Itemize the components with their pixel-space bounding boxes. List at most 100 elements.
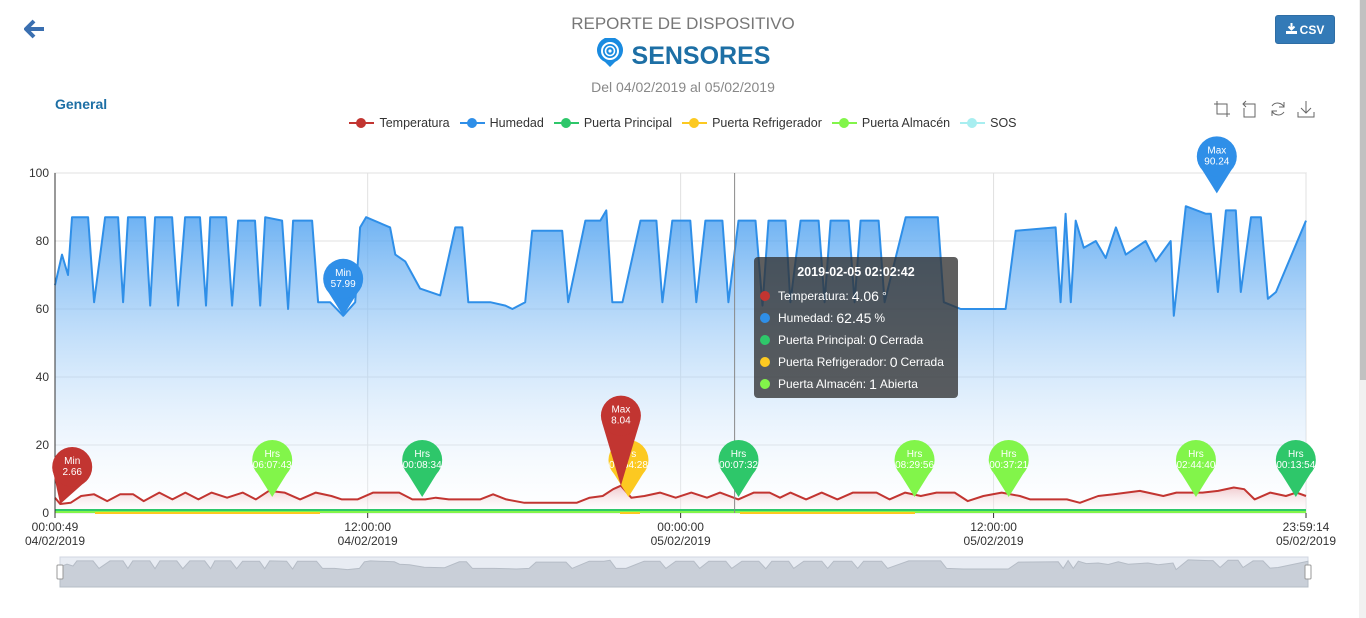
tooltip-label: Humedad: bbox=[778, 311, 834, 325]
puerta-refrigerador-band bbox=[740, 512, 915, 514]
x-tick-time: 12:00:00 bbox=[970, 520, 1017, 534]
marker-label: Min bbox=[335, 268, 351, 279]
y-tick-label: 0 bbox=[42, 506, 49, 520]
tooltip-row-puerta-principal: Puerta Principal: 0 Cerrada bbox=[760, 329, 952, 351]
marker-label: Min bbox=[64, 456, 80, 467]
marker-label: Hrs bbox=[731, 449, 747, 460]
legend-item-humedad[interactable]: Humedad bbox=[459, 116, 544, 130]
legend-item-puerta-refrigerador[interactable]: Puerta Refrigerador bbox=[682, 116, 822, 130]
pin-head bbox=[252, 440, 293, 481]
pin-head bbox=[1196, 136, 1237, 177]
legend-item-temperatura[interactable]: Temperatura bbox=[349, 116, 450, 130]
legend-item-puerta-principal[interactable]: Puerta Principal bbox=[553, 116, 672, 130]
tooltip-label: Puerta Principal: bbox=[778, 333, 867, 347]
section-title: General bbox=[55, 96, 108, 112]
slider-handle[interactable] bbox=[1304, 564, 1312, 580]
slider-preview bbox=[59, 559, 1309, 588]
legend-label: SOS bbox=[990, 116, 1017, 130]
save-image-icon[interactable] bbox=[1296, 99, 1316, 119]
marker-label: Hrs bbox=[264, 449, 280, 460]
chart-tooltip: 2019-02-05 02:02:42 Temperatura: 4.06 ° Hu… bbox=[754, 257, 958, 398]
marker-value: 57.99 bbox=[331, 279, 356, 290]
tooltip-row-puerta-almacen: Puerta Almacén: 1 Abierta bbox=[760, 373, 952, 395]
tooltip-value: 62.45 bbox=[836, 310, 872, 326]
tooltip-row-temperatura: Temperatura: 4.06 ° bbox=[760, 285, 952, 307]
marker-layer: Min2.66Hrs06:07:43Hrs00:08:34Hrs00:54:28… bbox=[52, 136, 1316, 504]
pin-head bbox=[1275, 440, 1316, 481]
marker-value: 8.04 bbox=[611, 416, 631, 427]
marker-label: Hrs bbox=[414, 449, 430, 460]
x-tick-date: 05/02/2019 bbox=[1276, 534, 1336, 548]
marker-label: Hrs bbox=[907, 449, 923, 460]
pin-head bbox=[600, 395, 641, 436]
marker-label: Hrs bbox=[1188, 449, 1204, 460]
report-subtitle: REPORTE DE DISPOSITIVO bbox=[571, 14, 795, 33]
legend-item-puerta-almacen[interactable]: Puerta Almacén bbox=[831, 116, 950, 130]
pin-head bbox=[988, 440, 1029, 481]
legend-label: Temperatura bbox=[379, 116, 450, 130]
y-tick-label: 20 bbox=[36, 438, 50, 452]
csv-download-button[interactable]: CSV bbox=[1275, 15, 1335, 44]
temperatura-area bbox=[55, 485, 1306, 513]
tooltip-unit: Cerrada bbox=[900, 355, 944, 369]
pin-head bbox=[402, 440, 443, 481]
zoom-reset-icon[interactable] bbox=[1240, 99, 1260, 119]
x-tick-date: 04/02/2019 bbox=[338, 534, 398, 548]
marker-value: 00:13:54 bbox=[1276, 460, 1315, 471]
puerta-refrigerador-band bbox=[95, 512, 320, 514]
tooltip-row-humedad: Humedad: 62.45% bbox=[760, 307, 952, 329]
legend-label: Puerta Refrigerador bbox=[712, 116, 822, 130]
tooltip-value: 1 bbox=[869, 376, 877, 392]
y-tick-label: 100 bbox=[29, 166, 49, 180]
download-icon bbox=[1285, 22, 1297, 37]
scrollbar-thumb[interactable] bbox=[1360, 0, 1366, 380]
marker-value: 00:08:34 bbox=[403, 460, 442, 471]
humedad-area bbox=[55, 206, 1306, 513]
marker-label: Hrs bbox=[1001, 449, 1017, 460]
puerta-almacen-band bbox=[55, 511, 1306, 513]
humedad-line bbox=[54, 205, 1307, 317]
tooltip-label: Puerta Almacén: bbox=[778, 377, 867, 391]
slider-handle[interactable] bbox=[56, 564, 64, 580]
marker-value: 00:37:21 bbox=[989, 460, 1028, 471]
x-tick-time: 23:59:14 bbox=[1283, 520, 1330, 534]
x-tick-date: 05/02/2019 bbox=[651, 534, 711, 548]
pin-head bbox=[323, 258, 364, 299]
tooltip-label: Temperatura: bbox=[778, 289, 849, 303]
puerta-principal-band bbox=[55, 509, 1306, 512]
legend-label: Humedad bbox=[489, 116, 544, 130]
legend-item-sos[interactable]: SOS bbox=[960, 116, 1017, 130]
chart-toolbox bbox=[1212, 99, 1316, 119]
marker-value: 2.66 bbox=[62, 467, 82, 478]
chart-legend: Temperatura Humedad Puerta Principal Pue… bbox=[0, 116, 1366, 130]
y-tick-label: 40 bbox=[36, 370, 50, 384]
datazoom-slider bbox=[56, 556, 1312, 588]
tooltip-value: 4.06 bbox=[851, 288, 879, 304]
x-tick-time: 00:00:49 bbox=[32, 520, 79, 534]
restore-icon[interactable] bbox=[1268, 99, 1288, 119]
y-tick-label: 60 bbox=[36, 302, 50, 316]
page-title: SENSORES bbox=[0, 37, 1366, 75]
date-range: Del 04/02/2019 al 05/02/2019 bbox=[591, 79, 775, 95]
back-arrow-icon[interactable] bbox=[24, 18, 46, 40]
door-state-bands bbox=[55, 509, 1306, 514]
marker-value: 06:07:43 bbox=[253, 460, 292, 471]
marker-label: Hrs bbox=[1288, 449, 1304, 460]
pin-head bbox=[894, 440, 935, 481]
tooltip-title: 2019-02-05 02:02:42 bbox=[797, 265, 915, 279]
marker-value: 90.24 bbox=[1204, 156, 1229, 167]
marker-label: Max bbox=[1207, 145, 1226, 156]
zoom-icon[interactable] bbox=[1212, 99, 1232, 119]
pin-head bbox=[1175, 440, 1216, 481]
puerta-refrigerador-band bbox=[620, 512, 640, 514]
